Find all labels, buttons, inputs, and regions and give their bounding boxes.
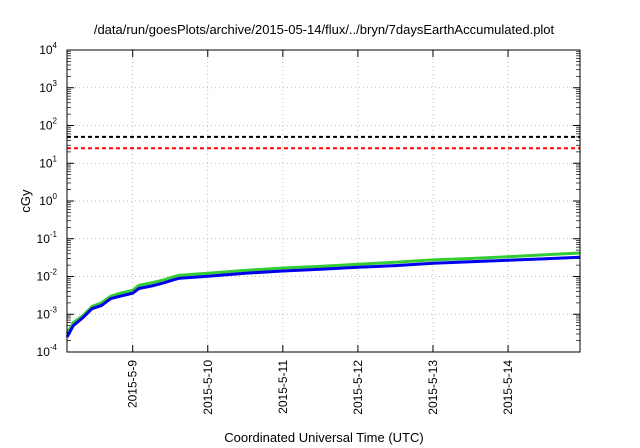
reference-lines — [67, 135, 580, 150]
y-tick-label: 10-3 — [37, 305, 58, 321]
chart-title: /data/run/goesPlots/archive/2015-05-14/f… — [94, 22, 555, 37]
series-line — [65, 255, 581, 338]
y-tick-label: 104 — [39, 41, 57, 57]
y-tick-labels: 10-4 10-3 10-2 10-1 100 101 102 103 104 — [37, 41, 58, 359]
x-axis-label: Coordinated Universal Time (UTC) — [224, 430, 423, 445]
y-axis-label: cGy — [18, 189, 33, 213]
x-tick-label: 2015-5-12 — [351, 360, 365, 415]
y-tick-label: 102 — [39, 117, 57, 133]
y-tick-label: 10-2 — [37, 268, 58, 284]
y-tick-label: 100 — [39, 192, 57, 208]
y-tick-label: 101 — [39, 154, 57, 170]
x-tick-labels: 2015-5-9 2015-5-10 2015-5-11 2015-5-12 2015-… — [126, 360, 515, 415]
x-tick-label: 2015-5-11 — [276, 360, 290, 414]
series-line — [65, 251, 581, 335]
x-tick-label: 2015-5-14 — [501, 360, 515, 415]
y-tick-label: 10-4 — [37, 343, 58, 359]
x-tick-label: 2015-5-9 — [126, 360, 140, 408]
y-tick-label: 103 — [39, 79, 57, 95]
series-lines — [65, 251, 581, 338]
x-tick-label: 2015-5-13 — [426, 360, 440, 415]
x-tick-label: 2015-5-10 — [201, 360, 215, 415]
grid — [67, 50, 580, 352]
y-tick-label: 10-1 — [37, 230, 58, 246]
plot-frame — [66, 49, 581, 353]
